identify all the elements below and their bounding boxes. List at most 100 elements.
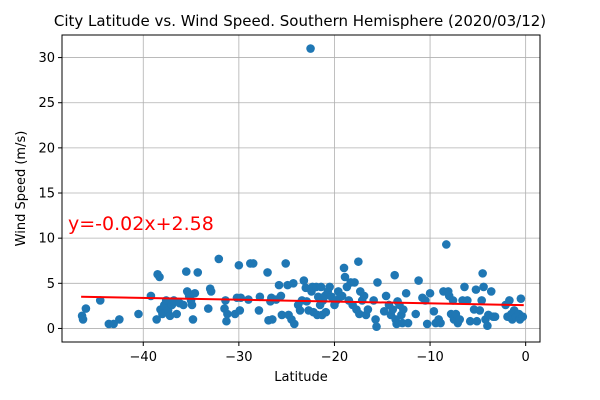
y-tick-label: 20	[38, 141, 55, 156]
data-point	[263, 268, 272, 277]
data-point	[350, 278, 359, 287]
data-point	[516, 294, 526, 303]
data-point	[436, 318, 445, 328]
regression-layer	[81, 295, 524, 307]
data-point	[81, 304, 91, 313]
data-point	[152, 315, 161, 324]
data-point	[255, 292, 265, 302]
points-layer	[77, 44, 528, 331]
data-point	[359, 291, 369, 301]
data-point	[505, 296, 514, 305]
data-point	[472, 316, 482, 326]
data-point	[398, 305, 408, 314]
data-point	[448, 296, 458, 305]
data-point	[483, 321, 492, 331]
data-point	[455, 315, 464, 324]
data-point	[289, 279, 298, 288]
data-point	[339, 263, 349, 273]
data-point	[223, 309, 232, 319]
data-point	[425, 288, 435, 298]
data-point	[490, 312, 500, 322]
data-point	[190, 288, 200, 298]
data-point	[442, 240, 451, 249]
y-axis-title: Wind Speed (m/s)	[14, 131, 29, 247]
data-point	[214, 254, 224, 264]
data-point	[325, 282, 334, 292]
data-point	[422, 319, 432, 329]
data-point	[372, 322, 381, 331]
y-tick-label: 25	[38, 96, 55, 111]
data-point	[475, 306, 485, 315]
data-point	[429, 307, 439, 316]
data-point	[274, 280, 284, 290]
data-point	[371, 315, 380, 324]
data-point	[478, 269, 487, 278]
data-point	[179, 300, 188, 310]
data-point	[235, 306, 245, 315]
data-point	[401, 288, 411, 298]
grid-layer	[62, 35, 540, 342]
data-point	[95, 296, 105, 305]
data-point	[222, 316, 231, 326]
data-point	[373, 278, 382, 287]
data-point	[321, 307, 331, 317]
data-point	[277, 310, 287, 320]
data-point	[134, 309, 143, 319]
data-point	[187, 300, 197, 310]
data-point	[369, 296, 378, 305]
data-point	[203, 304, 213, 313]
data-point	[193, 268, 203, 277]
y-tick-label: 30	[38, 51, 55, 66]
data-point	[234, 260, 244, 270]
y-tick-label: 5	[47, 277, 55, 292]
data-point	[465, 316, 475, 326]
data-point	[337, 291, 347, 301]
data-point	[363, 305, 373, 314]
y-tick-label: 10	[38, 232, 55, 247]
data-point	[78, 315, 88, 324]
data-point	[188, 315, 198, 324]
data-point	[354, 257, 363, 266]
data-point	[290, 319, 299, 329]
data-point	[340, 272, 350, 282]
chart-title: City Latitude vs. Wind Speed. Southern H…	[54, 12, 546, 30]
data-point	[463, 296, 472, 305]
x-tick-label: −10	[416, 350, 443, 365]
data-point	[172, 309, 182, 319]
plot-frame	[61, 34, 541, 343]
regression-line	[81, 295, 524, 307]
data-point	[390, 270, 399, 280]
data-point	[155, 272, 164, 282]
data-point	[165, 311, 175, 321]
x-tick-label: 0	[522, 350, 530, 365]
data-point	[281, 259, 291, 268]
y-tick-label: 15	[38, 187, 55, 202]
data-point	[518, 312, 528, 322]
data-point	[276, 291, 286, 301]
x-tick-label: −30	[225, 350, 252, 365]
data-point	[388, 305, 398, 314]
y-tick-label: 0	[47, 322, 55, 337]
x-tick-label: −20	[321, 350, 348, 365]
x-tick-label: −40	[130, 350, 157, 365]
data-point	[355, 309, 364, 319]
data-point	[306, 44, 315, 53]
data-point	[295, 306, 305, 315]
x-axis-title: Latitude	[274, 370, 328, 385]
data-point	[477, 296, 486, 305]
regression-equation: y=-0.02x+2.58	[68, 213, 214, 235]
data-point	[316, 282, 326, 292]
data-point	[268, 315, 277, 324]
data-point	[181, 267, 191, 276]
data-point	[248, 259, 258, 268]
data-point	[379, 307, 389, 316]
data-point	[414, 276, 423, 285]
data-point	[254, 306, 264, 315]
data-point	[115, 315, 124, 324]
data-point	[299, 276, 309, 285]
data-point	[411, 309, 421, 319]
data-point	[460, 282, 469, 292]
data-point	[403, 318, 413, 328]
